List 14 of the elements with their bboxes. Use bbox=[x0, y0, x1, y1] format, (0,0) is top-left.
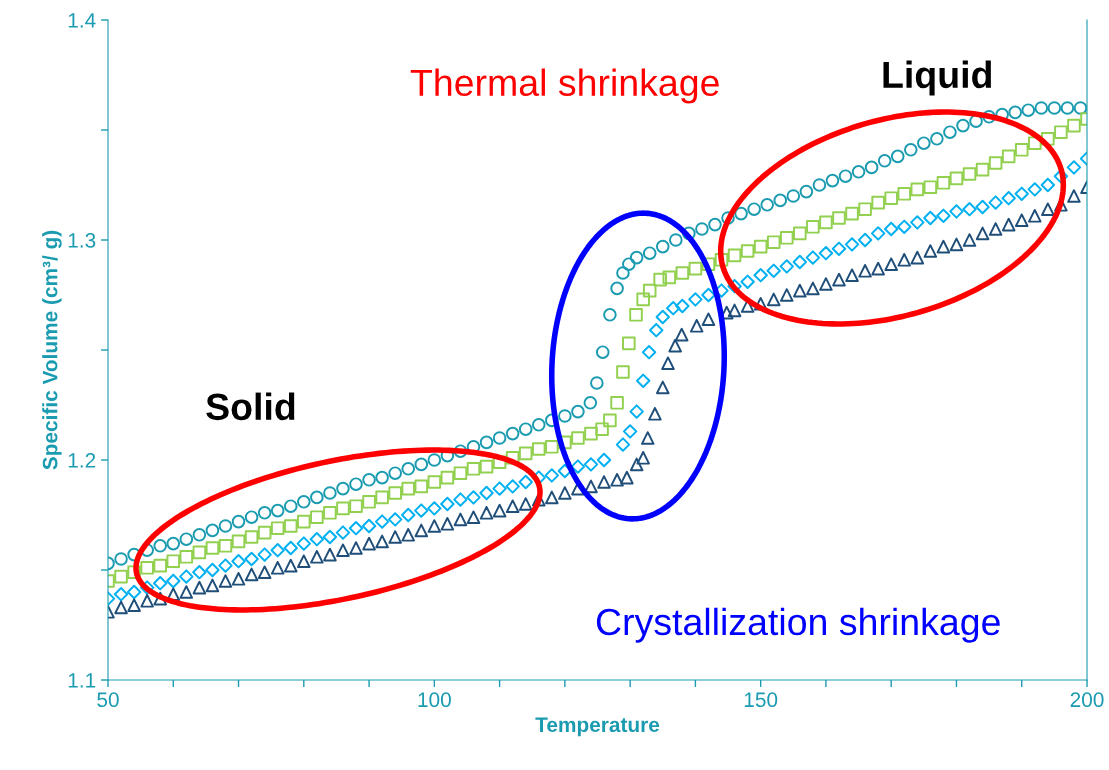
y-tick-label: 1.2 bbox=[68, 453, 96, 468]
x-axis-title: Temperature bbox=[535, 717, 660, 737]
x-tick-label: 150 bbox=[744, 692, 778, 708]
x-tick-label: 100 bbox=[418, 692, 451, 708]
x-tick-label: 200 bbox=[1070, 692, 1104, 708]
x-tick-label: 50 bbox=[97, 692, 119, 708]
annotation: Liquid bbox=[883, 60, 991, 96]
y-tick-label: 1.4 bbox=[68, 13, 96, 28]
y-tick-label: 1.1 bbox=[68, 673, 96, 688]
annotation: Thermal shrinkage bbox=[410, 68, 719, 104]
annotation: Solid bbox=[206, 392, 295, 421]
y-axis-title: Specific Volume (cm³/ g) bbox=[42, 230, 62, 470]
annotation: Crystallization shrinkage bbox=[596, 607, 1000, 643]
y-tick-label: 1.3 bbox=[68, 233, 96, 248]
